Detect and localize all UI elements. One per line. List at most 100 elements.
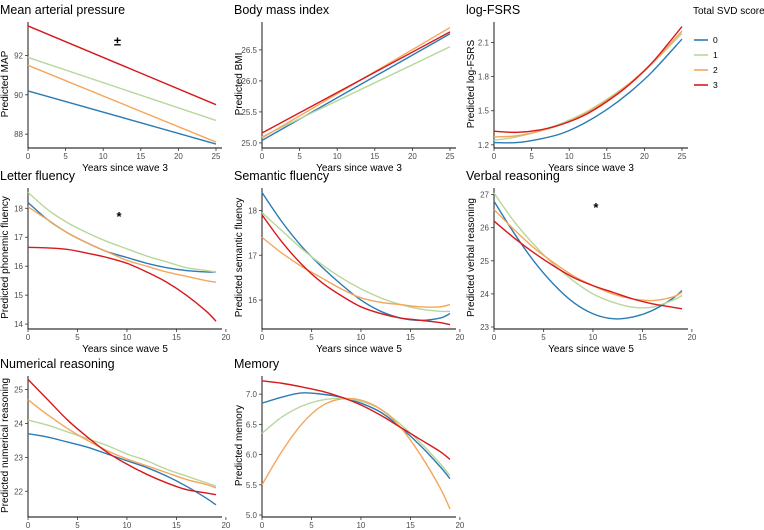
series-line-svd-3 — [261, 380, 451, 460]
series-line-svd-3 — [27, 246, 217, 322]
y-tick-label: 6.0 — [246, 451, 258, 460]
legend-label: 3 — [713, 80, 718, 90]
series-line-svd-2 — [27, 399, 217, 489]
x-tick-label: 10 — [356, 521, 365, 530]
series-line-svd-3 — [261, 31, 451, 134]
y-tick-label: 6.5 — [246, 420, 258, 429]
y-tick-label: 15 — [14, 291, 23, 300]
significance-annotation: * — [117, 209, 123, 224]
y-tick-label: 1.2 — [478, 141, 490, 150]
x-tick-label: 10 — [356, 333, 365, 342]
x-tick-label: 15 — [370, 152, 379, 161]
x-tick-label: 5 — [75, 521, 80, 530]
series-line-svd-1 — [261, 212, 451, 313]
series-line-svd-3 — [493, 26, 683, 134]
x-tick-label: 20 — [408, 152, 417, 161]
series-line-svd-0 — [27, 432, 217, 506]
x-axis-label: Years since wave 5 — [82, 344, 168, 355]
x-tick-label: 20 — [640, 152, 649, 161]
panel-title: Verbal reasoning — [466, 169, 560, 183]
y-tick-label: 25 — [14, 386, 23, 395]
series-line-svd-2 — [261, 397, 451, 510]
legend-label: 1 — [713, 50, 718, 60]
x-tick-label: 5 — [75, 333, 80, 342]
y-tick-label: 26 — [480, 224, 489, 233]
x-tick-label: 15 — [172, 333, 181, 342]
x-tick-label: 5 — [541, 333, 546, 342]
legend-title: Total SVD score — [693, 6, 764, 17]
panel-title: Body mass index — [234, 3, 330, 17]
legend-label: 0 — [713, 35, 718, 45]
x-tick-label: 0 — [492, 333, 497, 342]
panel-letter-fluency: Letter fluency 0 5 10 15 20 14 15 16 17 18 Years si… — [0, 169, 231, 355]
y-axis-label: Predicted MAP — [0, 50, 11, 117]
series-line-svd-0 — [261, 33, 451, 142]
x-tick-label: 10 — [588, 333, 597, 342]
x-axis-label: Years since wave 5 — [316, 344, 402, 355]
y-tick-label: 18 — [248, 206, 257, 215]
y-axis-label: Predicted log-FSRS — [466, 39, 477, 128]
series-line-svd-0 — [261, 192, 451, 321]
series-line-svd-2 — [261, 236, 451, 308]
x-tick-label: 0 — [260, 521, 265, 530]
y-tick-label: 18 — [14, 204, 23, 213]
y-tick-label: 23 — [480, 323, 489, 332]
series-line-svd-1 — [493, 192, 683, 309]
y-tick-label: 23 — [14, 453, 23, 462]
y-tick-label: 88 — [14, 130, 23, 139]
series-line-svd-1 — [261, 46, 451, 138]
x-tick-label: 25 — [446, 152, 455, 161]
y-axis-label: Predicted phonemic fluency — [0, 196, 11, 319]
series-line-svd-0 — [261, 392, 451, 480]
panel-numerical-reasoning: Numerical reasoning0510152022232425Years… — [0, 357, 231, 530]
x-tick-label: 0 — [26, 152, 31, 161]
x-tick-label: 0 — [492, 152, 497, 161]
x-axis-label: Years since wave 3 — [548, 163, 634, 174]
y-tick-label: 16 — [14, 262, 23, 271]
y-tick-label: 22 — [14, 487, 23, 496]
series-line-svd-2 — [27, 64, 217, 143]
x-tick-label: 0 — [260, 333, 265, 342]
y-tick-label: 17 — [248, 251, 257, 260]
x-tick-label: 5 — [309, 333, 314, 342]
panel-title: Numerical reasoning — [0, 357, 115, 371]
series-line-svd-1 — [27, 419, 217, 487]
y-tick-label: 5.5 — [246, 481, 258, 490]
x-tick-label: 15 — [406, 521, 415, 530]
x-tick-label: 5 — [529, 152, 534, 161]
x-tick-label: 25 — [678, 152, 687, 161]
x-tick-label: 5 — [297, 152, 302, 161]
panel-title: log-FSRS — [466, 3, 520, 17]
y-tick-label: 26.5 — [241, 46, 257, 55]
y-tick-label: 17 — [14, 233, 23, 242]
series-line-svd-3 — [27, 378, 217, 496]
significance-annotation: * — [593, 200, 599, 215]
panel-title: Semantic fluency — [234, 169, 330, 183]
y-tick-label: 24 — [14, 419, 23, 428]
y-tick-label: 14 — [14, 320, 23, 329]
series-line-svd-0 — [493, 200, 683, 320]
y-tick-label: 26.0 — [241, 77, 257, 86]
x-tick-label: 20 — [221, 521, 230, 530]
panel-title: Mean arterial pressure — [0, 3, 125, 17]
x-tick-label: 10 — [565, 152, 574, 161]
x-tick-label: 25 — [212, 152, 221, 161]
significance-annotation: ± — [114, 34, 121, 49]
y-tick-label: 25 — [480, 257, 489, 266]
y-tick-label: 1.5 — [478, 107, 490, 116]
y-tick-label: 25.0 — [241, 139, 257, 148]
series-line-svd-0 — [493, 38, 683, 144]
series-line-svd-2 — [493, 209, 683, 302]
x-tick-label: 15 — [602, 152, 611, 161]
x-tick-label: 20 — [455, 521, 464, 530]
x-tick-label: 15 — [406, 333, 415, 342]
series-line-svd-1 — [261, 397, 451, 477]
panel-log-fsrs: log-FSRS 0 5 10 15 20 25 1.2 1.5 1.8 2.1 Years sinc… — [466, 3, 688, 174]
y-axis-label: Predicted verbal reasoning — [466, 198, 477, 317]
series-line-svd-1 — [27, 191, 217, 273]
x-tick-label: 15 — [172, 521, 181, 530]
x-tick-label: 0 — [26, 521, 31, 530]
x-tick-label: 10 — [333, 152, 342, 161]
